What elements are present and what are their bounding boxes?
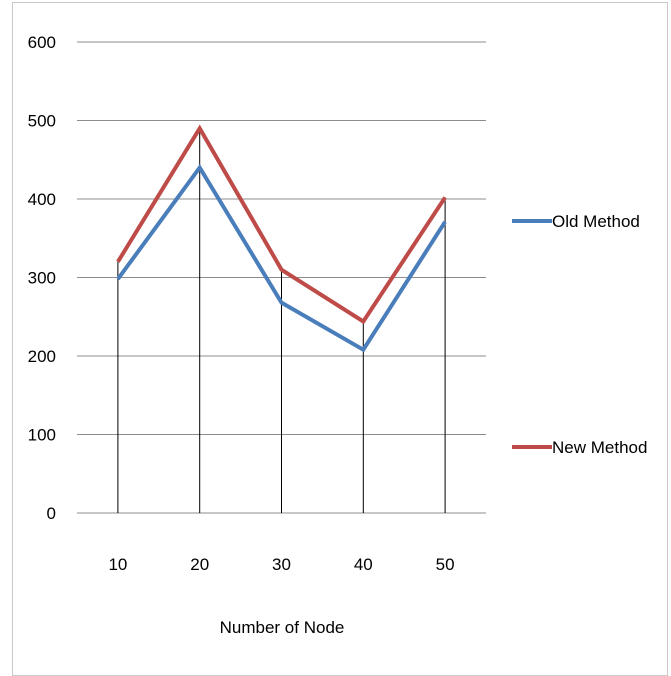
x-tick-label: 50 [436,555,455,574]
legend-label: New Method [552,438,647,457]
gridlines [77,41,486,514]
chart-frame [12,2,668,676]
y-tick-label: 200 [28,347,56,366]
x-tick-label: 10 [108,555,127,574]
y-tick-label: 600 [28,33,56,52]
y-tick-label: 300 [28,269,56,288]
x-tick-label: 20 [190,555,209,574]
legend-label: Old Method [552,212,640,231]
x-tick-label: 40 [354,555,373,574]
legend: Old Method New Method [512,212,647,457]
drop-lines [117,128,446,513]
y-tick-label: 0 [47,504,56,523]
series-lines [116,124,447,353]
y-tick-label: 500 [28,112,56,131]
x-axis-label: Number of Node [220,618,345,637]
y-tick-label: 400 [28,190,56,209]
y-tick-label: 100 [28,426,56,445]
y-tick-labels: 0 100 200 300 400 500 600 [28,33,56,523]
x-tick-label: 30 [272,555,291,574]
x-tick-labels: 10 20 30 40 50 [108,555,454,574]
